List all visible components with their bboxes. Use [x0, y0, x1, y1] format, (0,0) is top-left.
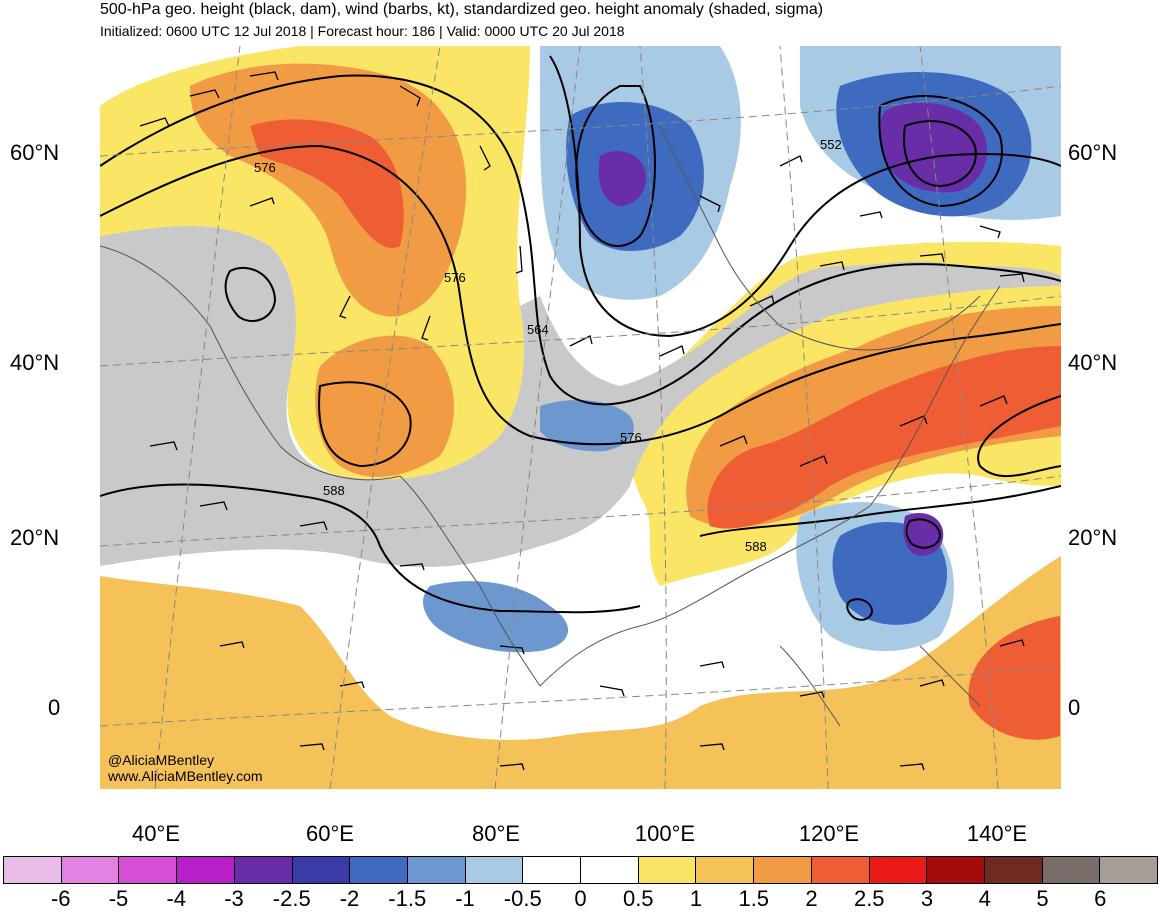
lat-label-20n-right: 20°N — [1068, 525, 1118, 550]
colorbar-swatch — [523, 856, 582, 884]
colorbar-tick-label: 2.5 — [853, 886, 885, 911]
colorbar-swatch — [927, 856, 985, 884]
colorbar-labels: -6 -5 -4 -3 -2.5 -2 -1.5 -1 -0.5 0 0.5 1 1.5 2 2.5 3 4 5 6 — [0, 886, 1160, 913]
colorbar-tick-label: 0 — [574, 886, 587, 911]
anomaly-map: 576 576 552 564 576 588 588 — [100, 46, 1061, 789]
anomaly-region-very-strong-negative — [598, 151, 646, 206]
lat-label-0-right: 0 — [1068, 695, 1081, 720]
anomaly-region-positive — [100, 556, 1061, 789]
colorbar-swatch — [177, 856, 235, 884]
colorbar-tick-label: 5 — [1036, 886, 1049, 911]
colorbar-swatch — [1100, 856, 1159, 884]
lat-label-40n-left: 40°N — [10, 350, 60, 375]
lon-label-60e: 60°E — [306, 821, 354, 846]
colorbar-tick-label: 2 — [805, 886, 818, 911]
contour-label: 576 — [620, 430, 642, 445]
colorbar-swatch — [119, 856, 178, 884]
colorbar-tick-label: 3 — [920, 886, 934, 911]
colorbar-tick-label: -6 — [50, 886, 71, 911]
colorbar-swatch — [984, 856, 1043, 884]
anomaly-region-weak-negative — [423, 581, 569, 653]
map-subtitle: Initialized: 0600 UTC 12 Jul 2018 | Fore… — [100, 23, 625, 39]
colorbar — [3, 856, 1159, 884]
colorbar-swatch — [754, 856, 812, 884]
contour-label: 588 — [745, 539, 767, 554]
colorbar-swatch — [61, 856, 120, 884]
colorbar-swatch — [407, 856, 466, 884]
lon-label-40e: 40°E — [132, 821, 180, 846]
contour-label: 564 — [527, 322, 549, 337]
lat-label-60n-right: 60°N — [1068, 140, 1118, 165]
colorbar-swatch — [1042, 856, 1101, 884]
lon-label-80e: 80°E — [472, 821, 520, 846]
colorbar-swatch — [696, 856, 755, 884]
anomaly-region-weak-negative — [540, 400, 634, 452]
colorbar-swatch — [234, 856, 293, 884]
lat-label-40n-right: 40°N — [1068, 350, 1118, 375]
colorbar-tick-label: -0.5 — [503, 886, 542, 911]
colorbar-tick-label: -2 — [339, 886, 360, 911]
lon-label-140e: 140°E — [966, 821, 1028, 846]
colorbar-swatch — [465, 856, 524, 884]
colorbar-tick-label: 4 — [978, 886, 991, 911]
anomaly-region-strong-positive — [250, 119, 404, 248]
colorbar-swatch — [581, 856, 639, 884]
colorbar-tick-label: 1 — [689, 886, 703, 911]
colorbar-tick-label: -5 — [108, 886, 129, 911]
coastlines — [100, 125, 1001, 727]
lat-label-60n-left: 60°N — [10, 140, 60, 165]
height-contours — [100, 55, 1061, 621]
colorbar-swatch — [292, 856, 351, 884]
colorbar-tick-label: -1 — [455, 886, 475, 911]
lon-label-100e: 100°E — [634, 821, 696, 846]
lon-label-120e: 120°E — [798, 821, 860, 846]
contour-label: 576 — [254, 160, 276, 175]
anomaly-region-positive — [315, 335, 454, 477]
map-panel: 576 576 552 564 576 588 588 — [100, 46, 1061, 789]
anomaly-region-strong-positive — [707, 346, 1061, 529]
graticule — [100, 46, 1061, 789]
colorbar-tick-label: -1.5 — [388, 886, 427, 911]
lat-label-20n-left: 20°N — [10, 525, 60, 550]
colorbar-tick-label: -2.5 — [272, 886, 311, 911]
colorbar-swatch — [3, 856, 62, 884]
colorbar-tick-label: 1.5 — [738, 886, 770, 911]
contour-label: 576 — [444, 270, 466, 285]
colorbar-tick-label: -4 — [166, 886, 187, 911]
lat-label-0-left: 0 — [48, 695, 61, 720]
colorbar-swatch — [350, 856, 408, 884]
contour-label: 552 — [820, 137, 842, 152]
contour-labels: 576 576 552 564 576 588 588 — [254, 137, 842, 554]
grey-region — [100, 226, 1061, 567]
map-title: 500-hPa geo. height (black, dam), wind (… — [100, 1, 824, 18]
colorbar-tick-label: -3 — [224, 886, 244, 911]
colorbar-swatch — [869, 856, 928, 884]
credit-site: www.AliciaMBentley.com — [108, 768, 263, 784]
colorbar-swatch — [638, 856, 697, 884]
colorbar-tick-label: 6 — [1094, 886, 1107, 911]
wind-barbs — [139, 71, 1025, 771]
contour-label: 588 — [323, 483, 345, 498]
colorbar-swatch — [811, 856, 870, 884]
credit-handle: @AliciaMBentley — [108, 752, 215, 768]
colorbar-tick-label: 0.5 — [622, 886, 654, 911]
